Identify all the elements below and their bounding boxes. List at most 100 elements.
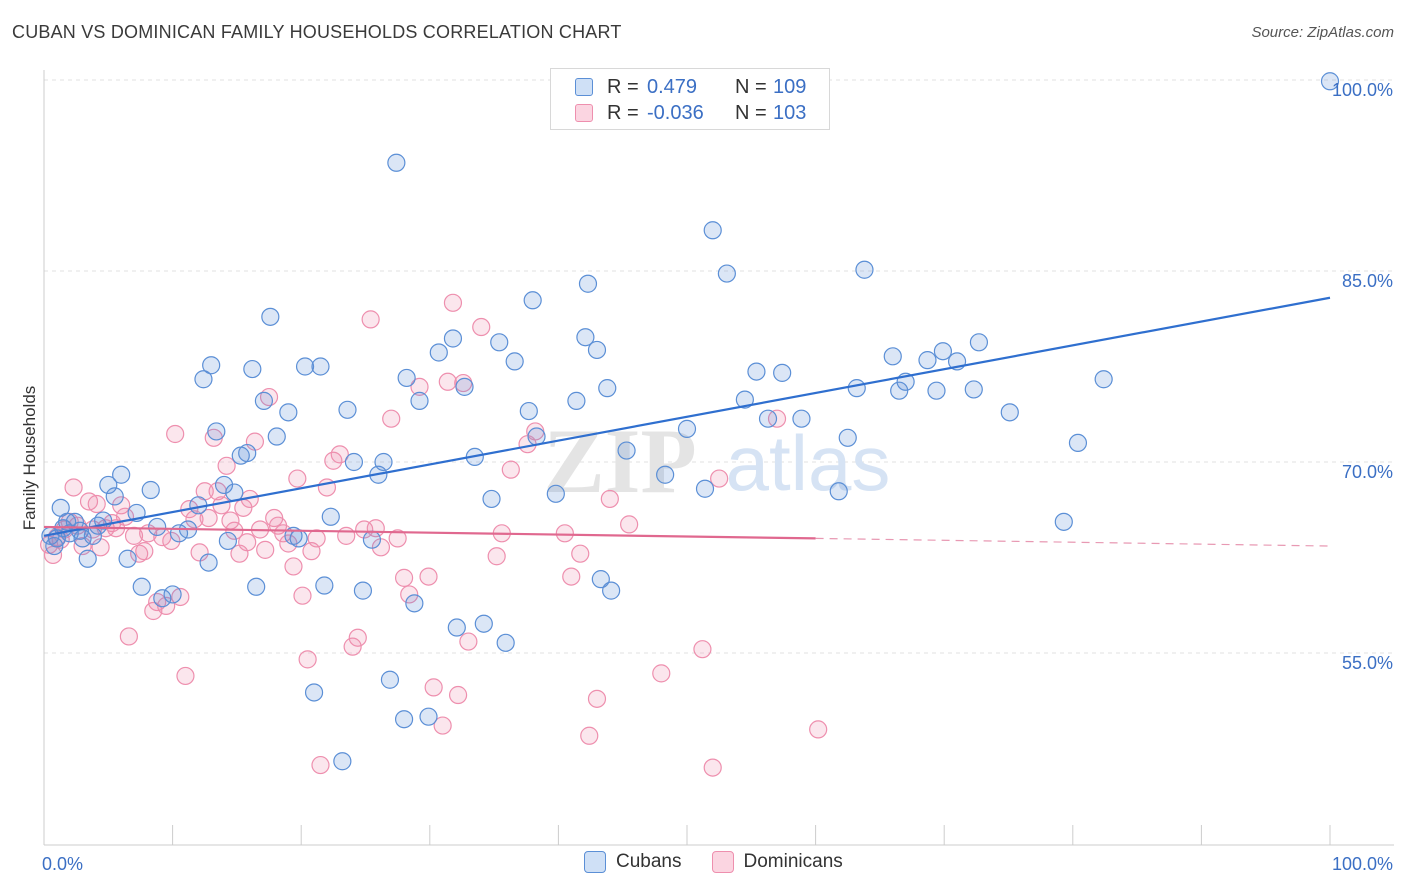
correlation-legend: R = 0.479 N = 109 R = -0.036 N = 103: [550, 68, 830, 130]
dominican-point: [443, 293, 463, 312]
cuban-point: [58, 512, 77, 531]
cuban-point: [496, 633, 515, 652]
cuban-point: [838, 428, 857, 447]
legend-n-label: N =: [735, 101, 767, 124]
dominican-point: [703, 758, 722, 777]
cuban-point: [118, 549, 137, 568]
legend-label-cubans: Cubans: [616, 851, 682, 872]
dominican-point: [135, 542, 154, 561]
cuban-point: [295, 357, 315, 376]
dominican-point: [501, 460, 520, 479]
dominican-point: [355, 520, 374, 539]
cuban-point: [218, 531, 237, 551]
cuban-point: [344, 452, 364, 472]
dominican-point: [217, 456, 236, 475]
dominican-point: [298, 650, 317, 669]
cuban-point: [380, 670, 400, 689]
dominican-point: [307, 529, 326, 548]
cuban-point: [792, 409, 811, 428]
cuban-point: [447, 618, 466, 637]
dominican-point: [311, 755, 330, 775]
dominican-point: [87, 494, 106, 514]
chart-title: CUBAN VS DOMINICAN FAMILY HOUSEHOLDS COR…: [12, 22, 622, 42]
dominican-point: [459, 632, 478, 651]
legend-swatch-dominicans: [711, 851, 734, 873]
cuban-point: [311, 357, 330, 376]
legend-swatch-dominicans: [575, 104, 593, 122]
dominicans-trend-line-extension: [815, 537, 1331, 547]
cuban-point: [410, 391, 429, 410]
cuban-point: [261, 307, 280, 326]
legend-n-label: N =: [735, 75, 767, 98]
cuban-point: [78, 549, 97, 568]
cuban-point: [353, 581, 373, 600]
dominican-point: [410, 377, 429, 396]
dominican-point: [424, 678, 443, 697]
dominican-point: [293, 586, 312, 605]
cuban-point: [758, 409, 778, 428]
cuban-point: [202, 356, 221, 375]
legend-r-value: -0.036: [647, 101, 704, 124]
cuban-point: [855, 260, 874, 279]
legend-n-value: 109: [773, 75, 807, 98]
legend-row-dominicans: R = -0.036 N = 103: [575, 100, 806, 126]
dominican-point: [64, 478, 83, 497]
cuban-point: [695, 479, 715, 498]
cuban-point: [890, 381, 909, 400]
cuban-point: [254, 391, 274, 410]
watermark-atlas: atlas: [726, 419, 891, 507]
dominican-point: [330, 445, 349, 464]
y-tick-label: 85.0%: [1342, 271, 1393, 291]
legend-label-dominicans: Dominicans: [743, 851, 843, 872]
legend-swatch-cubans: [575, 78, 593, 96]
cuban-point: [267, 427, 286, 446]
cuban-point: [578, 274, 598, 293]
cuban-point: [883, 347, 902, 366]
cuban-point: [397, 368, 416, 388]
dominican-point: [343, 637, 362, 656]
cuban-point: [523, 291, 542, 310]
dominican-point: [388, 529, 407, 548]
cuban-point: [703, 221, 722, 240]
cuban-point: [1320, 72, 1340, 91]
cuban-point: [374, 452, 393, 472]
dominican-point: [600, 489, 619, 509]
y-tick-label: 70.0%: [1342, 462, 1393, 482]
legend-row-cubans: R = 0.479 N = 109: [575, 74, 806, 100]
cuban-point: [747, 362, 766, 381]
legend-item-cubans[interactable]: Cubans: [584, 851, 682, 873]
cuban-point: [1068, 433, 1088, 452]
dominican-point: [190, 543, 209, 562]
cubans-trend-line: [43, 296, 1331, 537]
dominican-point: [112, 496, 131, 515]
cubans-points: [41, 72, 1340, 771]
cuban-point: [587, 340, 607, 360]
cuban-point: [546, 484, 565, 503]
cuban-point: [148, 517, 167, 537]
cuban-point: [247, 577, 266, 596]
source-label: Source: ZipAtlas.com: [1251, 24, 1394, 41]
dominican-point: [185, 510, 204, 529]
cuban-point: [1094, 370, 1113, 389]
cuban-point: [105, 487, 124, 506]
cuban-point: [829, 482, 848, 501]
cuban-point: [199, 553, 218, 572]
dominican-point: [580, 726, 599, 745]
y-tick-label: 100.0%: [1332, 80, 1393, 100]
dominican-point: [693, 640, 712, 659]
legend-swatch-cubans: [584, 851, 606, 873]
dominican-point: [419, 567, 438, 586]
cuban-point: [918, 351, 937, 370]
cuban-point: [964, 380, 983, 399]
cuban-point: [567, 391, 586, 410]
cuban-point: [99, 475, 118, 495]
cuban-point: [315, 576, 334, 595]
dominican-point: [400, 585, 419, 604]
watermark: ZIP atlas: [543, 410, 890, 512]
dominican-point: [256, 540, 275, 559]
cuban-point: [677, 419, 697, 438]
legend-item-dominicans[interactable]: Dominicans: [711, 851, 843, 873]
dominican-point: [199, 508, 218, 528]
cuban-point: [933, 342, 953, 361]
cuban-point: [238, 443, 257, 463]
